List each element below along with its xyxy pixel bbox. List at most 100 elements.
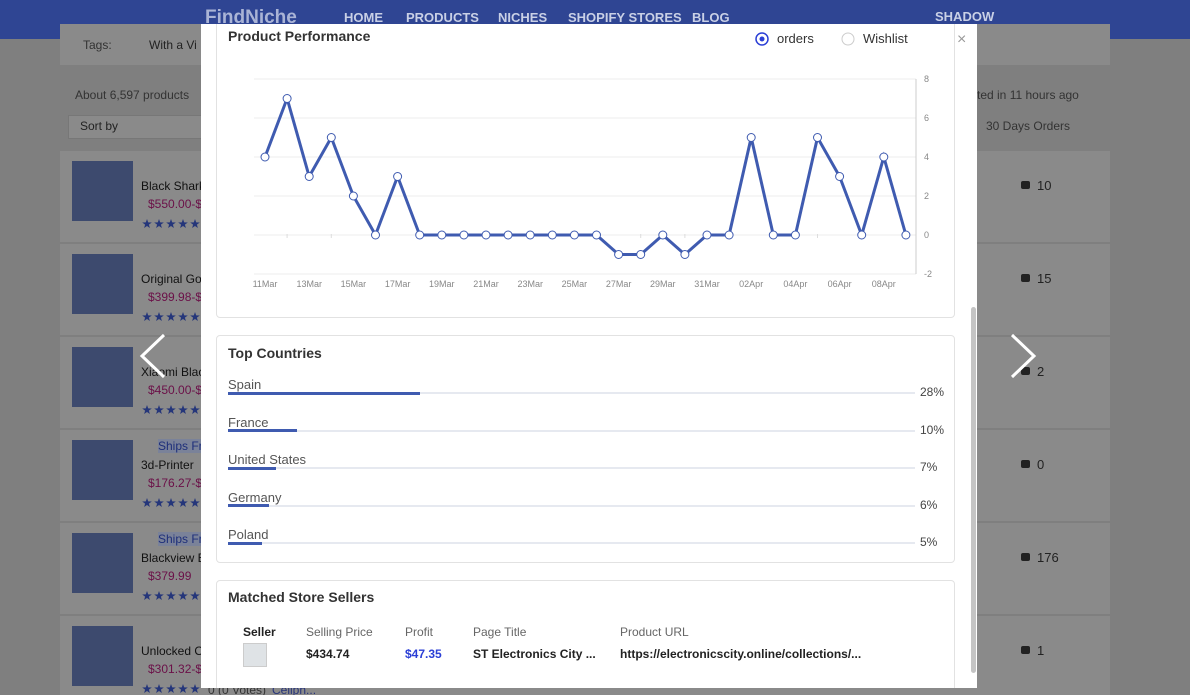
next-arrow[interactable] [1008,332,1038,380]
country-bar [228,541,263,545]
bar-track [228,467,915,469]
sort-column[interactable]: 30 Days Orders [986,119,1071,133]
x-tick-label: 21Mar [473,279,499,289]
data-point [746,133,756,142]
star [178,498,188,507]
performance-card [216,24,955,318]
tag-icon [1021,553,1030,561]
x-tick-label: 15Mar [341,279,367,289]
prev-arrow[interactable] [138,332,168,380]
country-percent: 28% [920,385,945,399]
star [142,405,152,414]
option-label[interactable]: Wishlist [863,31,908,46]
nav-link[interactable]: NICHES [498,10,548,25]
nav-link[interactable]: SHOPIFY STORES [568,10,682,25]
product-image [72,440,133,500]
star [166,591,176,600]
data-point [260,152,270,162]
star [178,219,188,228]
radio-orders[interactable] [755,32,769,46]
product-price: $301.32-$ [148,662,203,676]
performance-title: Product Performance [228,28,371,44]
y-tick-label: 6 [924,113,929,123]
nav-link[interactable]: BLOG [692,10,730,25]
data-point [636,250,646,259]
y-tick-label: -2 [924,269,932,279]
country-bar [228,429,297,432]
star [178,405,188,414]
tag[interactable]: With a Vi [149,38,197,52]
user-menu[interactable]: SHADOW [935,9,995,24]
data-point [658,230,668,240]
country-name: Germany [228,489,282,505]
country-bar [228,504,270,507]
rating-stars [142,312,200,321]
x-tick-label: 17Mar [385,279,411,289]
table-header: Selling Price [306,625,373,639]
star [190,405,200,414]
data-point [790,230,800,240]
product-name[interactable]: Original Go [141,272,202,286]
data-point [614,250,624,259]
star [166,405,176,414]
x-tick-label: 27Mar [606,279,632,289]
scrollbar-thumb[interactable] [971,307,976,673]
bar-track [228,392,915,394]
data-point [459,230,469,240]
ships-badge: Ships Fr [158,439,203,453]
star [190,591,200,600]
product-name[interactable]: Black Shark [141,179,206,193]
product-image [72,533,133,593]
data-point [724,230,734,240]
sort-select[interactable] [68,115,210,139]
product-name[interactable]: 3d-Printer [141,458,194,472]
x-tick-label: 23Mar [517,279,543,289]
logo[interactable]: FindNiche [205,7,297,28]
tag-icon [1021,460,1030,468]
orders-count: 10 [1037,178,1052,193]
star [166,312,176,321]
orders-count: 1 [1037,643,1045,658]
radio-ring [841,32,855,46]
product-image [72,161,133,221]
data-point [371,230,380,240]
radio-wishlist[interactable] [841,32,855,46]
data-point [503,230,513,240]
y-tick-label: 4 [924,152,929,162]
x-tick-label: 11Mar [253,279,278,289]
product-price: $450.00-$ [148,383,203,397]
star [142,684,152,693]
updated-note: ted in 11 hours ago [977,88,1079,102]
star [142,312,152,321]
star [154,312,164,321]
product-name[interactable]: Blackview B [141,551,206,565]
data-point [348,191,358,201]
star [154,405,164,414]
x-tick-label: 31Mar [694,279,720,289]
product-name[interactable]: Unlocked O [141,644,204,658]
option-label[interactable]: orders [777,31,814,46]
data-point [547,230,557,240]
nav-link[interactable]: PRODUCTS [406,10,479,25]
star [142,498,152,507]
data-point [415,230,425,240]
star [190,312,200,321]
nav-link[interactable]: HOME [344,10,383,25]
x-tick-label: 19Mar [429,279,455,289]
star [154,684,164,693]
table-cell[interactable]: https://electronicscity.online/collectio… [620,647,862,661]
series-line [263,93,908,257]
countries-card [216,335,955,563]
star [190,498,200,507]
close-button[interactable]: × [957,31,967,48]
product-image [72,347,133,407]
data-point [813,133,822,142]
star [142,219,152,228]
data-point [879,152,889,162]
country-bar [228,391,421,395]
star [166,219,176,228]
data-point [857,230,867,240]
product-count: About 6,597 products [75,88,190,102]
x-tick-label: 29Mar [650,279,676,289]
